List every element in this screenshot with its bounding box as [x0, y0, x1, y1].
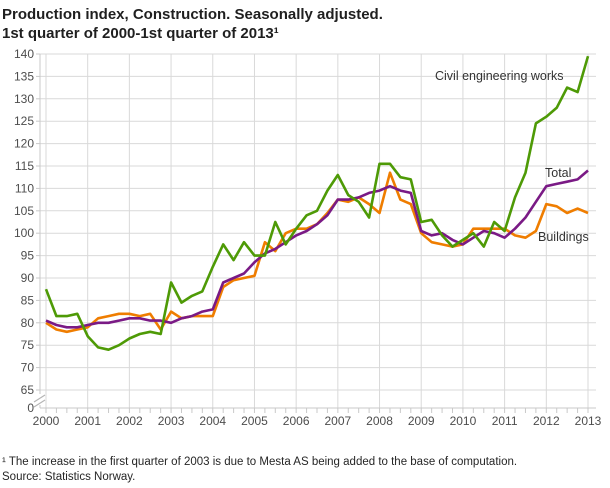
series-line-buildings	[45, 171, 589, 334]
footnote-source: Source: Statistics Norway.	[2, 471, 136, 483]
footnote-note: ¹ The increase in the first quarter of 2…	[2, 456, 518, 468]
y-tick-label-85: 85	[21, 293, 35, 307]
axis-break-gap	[35, 394, 45, 405]
series-label-buildings: Buildings	[538, 230, 589, 244]
y-tick-label-0: 0	[27, 401, 34, 415]
axis-break-slash-2	[33, 399, 46, 408]
y-tick-label-105: 105	[14, 204, 34, 218]
y-tick-label-80: 80	[21, 316, 35, 330]
chart-title-line2: 1st quarter of 2000-1st quarter of 2013¹	[2, 25, 279, 42]
x-axis-labels: 2000 2001 2002 2003 2004 2005 2006 2007 2008 2009…	[33, 414, 602, 428]
chart-title: Production index, Construction. Seasonal…	[0, 0, 610, 44]
y-tick-label-65: 65	[21, 383, 35, 397]
x-tick-label-2009: 2009	[408, 414, 435, 428]
x-tick-label-2012: 2012	[533, 414, 560, 428]
x-tick-label-2005: 2005	[241, 414, 268, 428]
x-tick-label-2003: 2003	[158, 414, 185, 428]
y-tick-label-100: 100	[14, 226, 34, 240]
series-line-civil-engineering-works	[44, 55, 590, 352]
x-tick-label-2004: 2004	[199, 414, 226, 428]
y-tick-label-115: 115	[15, 159, 34, 173]
x-tick-label-2000: 2000	[33, 414, 60, 428]
axis-ticks	[36, 53, 589, 413]
gridlines	[40, 53, 596, 408]
y-tick-label-110: 110	[15, 181, 34, 195]
y-tick-label-95: 95	[21, 249, 35, 263]
y-tick-label-130: 130	[14, 92, 34, 106]
x-tick-label-2001: 2001	[74, 414, 101, 428]
series-label-total: Total	[545, 166, 571, 180]
y-tick-label-90: 90	[21, 271, 35, 285]
production-index-line-chart: 140 135 130 125 120 115 110 105 100 95 90 85 80 75 70 6…	[14, 47, 602, 428]
series-lines	[44, 55, 590, 352]
series-line-total	[45, 169, 589, 329]
y-axis-labels: 140 135 130 125 120 115 110 105 100 95 90 85 80 75 70 6…	[14, 47, 34, 415]
axes	[33, 54, 596, 409]
axis-break-slash-1	[33, 394, 46, 403]
x-tick-label-2011: 2011	[492, 414, 518, 428]
y-tick-label-70: 70	[21, 361, 35, 375]
series-labels: Civil engineering works Total Buildings	[435, 69, 589, 244]
x-tick-label-2006: 2006	[283, 414, 310, 428]
x-tick-label-2013: 2013	[575, 414, 602, 428]
y-tick-label-75: 75	[21, 338, 35, 352]
series-label-civil-engineering-works: Civil engineering works	[435, 69, 564, 83]
y-tick-label-140: 140	[14, 47, 34, 61]
x-tick-label-2002: 2002	[116, 414, 143, 428]
y-tick-label-135: 135	[14, 69, 34, 83]
x-tick-label-2010: 2010	[450, 414, 477, 428]
y-tick-label-120: 120	[14, 137, 34, 151]
y-tick-label-125: 125	[14, 114, 34, 128]
x-tick-label-2008: 2008	[366, 414, 393, 428]
footnote: ¹ The increase in the first quarter of 2…	[0, 441, 610, 485]
chart-title-line1: Production index, Construction. Seasonal…	[2, 6, 383, 23]
x-tick-label-2007: 2007	[324, 414, 351, 428]
